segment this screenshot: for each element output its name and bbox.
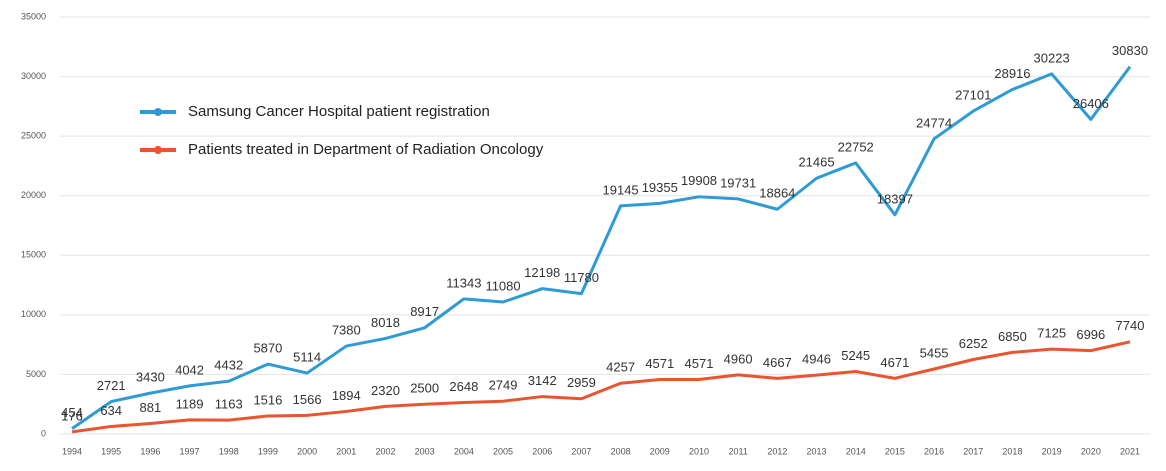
data-label: 2320 (371, 383, 400, 398)
data-label: 27101 (955, 88, 991, 103)
data-label: 4257 (606, 360, 635, 375)
data-label: 12198 (524, 265, 560, 280)
data-label: 1894 (332, 388, 361, 403)
data-label: 4667 (763, 355, 792, 370)
data-label: 4042 (175, 362, 204, 377)
data-label: 11343 (446, 275, 481, 290)
data-label: 6850 (998, 329, 1027, 344)
data-label: 26406 (1073, 96, 1109, 111)
data-label: 881 (140, 400, 162, 415)
data-label: 6996 (1076, 327, 1105, 342)
x-tick-label: 2020 (1081, 446, 1101, 456)
data-label: 19145 (603, 182, 639, 197)
x-tick-label: 1994 (62, 446, 82, 456)
series-line (71, 340, 1131, 434)
x-tick-label: 2005 (493, 446, 513, 456)
x-tick-label: 2008 (611, 446, 631, 456)
data-label: 5114 (293, 350, 321, 365)
data-label: 2959 (567, 375, 596, 390)
data-label: 4946 (802, 352, 831, 367)
x-tick-label: 2021 (1120, 446, 1140, 456)
data-label: 18864 (759, 186, 795, 201)
x-tick-label: 2001 (336, 446, 356, 456)
x-tick-label: 2015 (885, 446, 905, 456)
x-tick-label: 2004 (454, 446, 474, 456)
data-label: 5870 (253, 341, 282, 356)
data-label: 634 (100, 403, 122, 418)
data-label: 5245 (841, 348, 870, 363)
data-label: 24774 (916, 115, 952, 130)
data-label: 22752 (838, 139, 874, 154)
x-tick-label: 2019 (1042, 446, 1062, 456)
x-tick-label: 2016 (924, 446, 944, 456)
data-label: 19355 (642, 180, 678, 195)
data-label: 11080 (485, 278, 520, 293)
data-label: 4571 (645, 356, 674, 371)
x-tick-label: 2017 (963, 446, 983, 456)
y-tick-label: 10000 (21, 309, 46, 319)
data-label: 11780 (564, 270, 599, 285)
x-tick-label: 2012 (767, 446, 787, 456)
x-tick-label: 1999 (258, 446, 278, 456)
y-tick-label: 0 (41, 428, 46, 438)
data-label: 7125 (1037, 326, 1066, 341)
legend-marker (154, 146, 162, 154)
data-label: 1516 (253, 392, 282, 407)
y-tick-label: 35000 (21, 11, 46, 21)
x-tick-label: 2010 (689, 446, 709, 456)
data-label: 21465 (798, 155, 834, 170)
x-tick-label: 2009 (650, 446, 670, 456)
data-label: 18397 (877, 191, 913, 206)
y-tick-label: 30000 (21, 71, 46, 81)
data-label: 3430 (136, 370, 165, 385)
y-tick-label: 25000 (21, 131, 46, 141)
x-tick-label: 2013 (807, 446, 827, 456)
x-tick-label: 1996 (140, 446, 160, 456)
data-label: 8018 (371, 315, 400, 330)
data-label: 2500 (410, 381, 439, 396)
data-label: 19908 (681, 173, 717, 188)
data-label: 6252 (959, 336, 988, 351)
x-tick-label: 2007 (571, 446, 591, 456)
data-label: 7740 (1116, 318, 1145, 333)
x-tick-label: 1995 (101, 446, 121, 456)
data-label: 1189 (176, 396, 204, 411)
data-label: 30830 (1112, 43, 1148, 58)
data-label: 28916 (994, 66, 1030, 81)
x-tick-label: 2014 (846, 446, 866, 456)
series-line (71, 65, 1132, 430)
x-tick-label: 2018 (1002, 446, 1022, 456)
data-label: 2749 (489, 378, 518, 393)
data-label: 2721 (97, 378, 126, 393)
x-tick-label: 2011 (728, 446, 747, 456)
y-tick-label: 5000 (26, 369, 46, 379)
data-label: 19731 (720, 175, 756, 190)
data-label: 4571 (685, 356, 714, 371)
data-label: 3142 (528, 373, 557, 388)
data-label: 454 (61, 405, 83, 420)
data-label: 30223 (1034, 50, 1070, 65)
data-label: 5455 (920, 345, 949, 360)
data-label: 4432 (214, 358, 243, 373)
x-tick-label: 1998 (219, 446, 239, 456)
data-label: 2648 (449, 379, 478, 394)
x-tick-label: 2002 (375, 446, 395, 456)
data-label: 4671 (880, 355, 909, 370)
legend-label: Samsung Cancer Hospital patient registra… (188, 103, 490, 120)
y-tick-label: 20000 (21, 190, 46, 200)
legend-label: Patients treated in Department of Radiat… (188, 141, 544, 158)
legend-marker (154, 108, 162, 116)
data-label: 1566 (293, 392, 322, 407)
y-tick-label: 15000 (21, 250, 46, 260)
data-label: 176 (61, 408, 83, 423)
x-tick-label: 2000 (297, 446, 317, 456)
data-label: 4960 (724, 351, 753, 366)
x-tick-label: 2003 (415, 446, 435, 456)
data-label: 1163 (215, 397, 243, 412)
data-label: 8917 (410, 304, 439, 319)
data-label: 7380 (332, 323, 361, 338)
x-tick-label: 1997 (180, 446, 200, 456)
x-tick-label: 2006 (532, 446, 552, 456)
